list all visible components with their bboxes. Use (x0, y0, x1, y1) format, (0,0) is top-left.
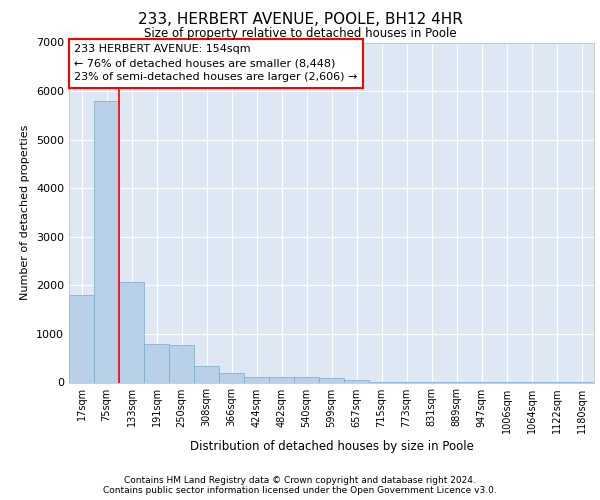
Bar (294, 378, 319, 382)
Bar (119, 282, 144, 382)
Text: 233, HERBERT AVENUE, POOLE, BH12 4HR: 233, HERBERT AVENUE, POOLE, BH12 4HR (137, 12, 463, 28)
Bar (344, 380, 369, 382)
X-axis label: Distribution of detached houses by size in Poole: Distribution of detached houses by size … (190, 440, 473, 453)
Bar (269, 378, 294, 382)
Y-axis label: Number of detached properties: Number of detached properties (20, 125, 31, 300)
Text: Size of property relative to detached houses in Poole: Size of property relative to detached ho… (143, 28, 457, 40)
Text: 233 HERBERT AVENUE: 154sqm
← 76% of detached houses are smaller (8,448)
23% of s: 233 HERBERT AVENUE: 154sqm ← 76% of deta… (74, 44, 358, 82)
Bar (94, 101, 119, 382)
Bar (169, 344, 194, 383)
Bar (219, 373, 244, 382)
Bar (319, 378, 344, 382)
Text: Contains HM Land Registry data © Crown copyright and database right 2024.
Contai: Contains HM Land Registry data © Crown c… (103, 476, 497, 495)
Bar (144, 344, 169, 382)
Bar (244, 376, 269, 382)
Bar (194, 366, 219, 382)
Bar (69, 295, 94, 382)
